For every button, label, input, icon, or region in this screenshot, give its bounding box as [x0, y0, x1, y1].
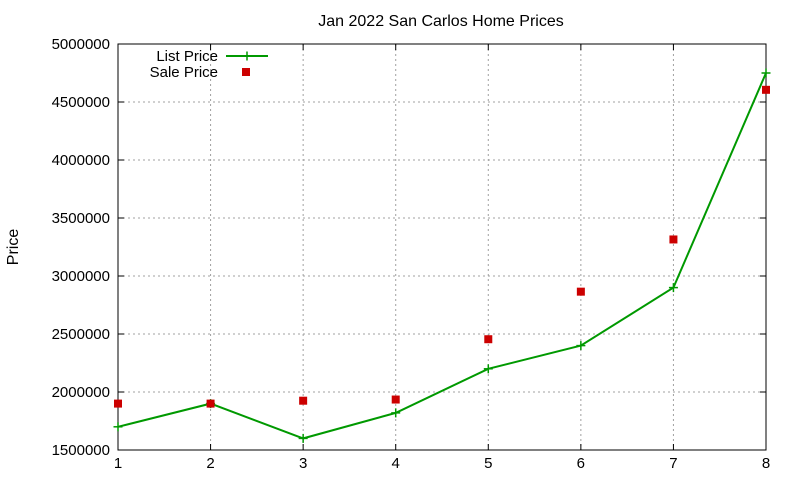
- sale-price-point: [114, 399, 122, 408]
- list-price-point: [761, 68, 771, 78]
- legend-label: Sale Price: [150, 64, 218, 81]
- legend-plus-marker: [242, 51, 252, 61]
- list-price-point: [391, 408, 401, 418]
- y-tick-label: 1500000: [52, 442, 110, 459]
- list-price-point: [576, 341, 586, 351]
- x-tick-label: 5: [484, 455, 492, 472]
- sale-price-point: [484, 335, 493, 344]
- x-tick-label: 4: [392, 455, 400, 472]
- y-tick-label: 3000000: [52, 268, 110, 285]
- list-price-point: [113, 422, 123, 432]
- y-axis-label: Price: [5, 229, 22, 266]
- x-tick-label: 1: [114, 455, 122, 472]
- y-tick-label: 5000000: [52, 36, 110, 53]
- legend-square-marker: [242, 68, 250, 76]
- x-tick-label: 7: [669, 455, 677, 472]
- sale-price-point: [576, 287, 585, 296]
- sale-price-point: [762, 85, 770, 94]
- list-price-point: [298, 433, 308, 443]
- y-tick-label: 3500000: [52, 210, 110, 227]
- sale-price-point: [391, 395, 400, 404]
- sale-price-point: [669, 235, 678, 244]
- list-price-line: [117, 72, 767, 440]
- list-price-point: [668, 283, 678, 293]
- grid: [118, 44, 766, 450]
- y-tick-label: 2000000: [52, 384, 110, 401]
- x-tick-label: 3: [299, 455, 307, 472]
- y-tick-label: 4000000: [52, 152, 110, 169]
- legend-label: List Price: [156, 48, 218, 65]
- y-tick-label: 4500000: [52, 94, 110, 111]
- x-tick-label: 6: [577, 455, 585, 472]
- x-tick-label: 2: [206, 455, 214, 472]
- axis-ticks: 1 2 3 4 5 6 7 8 1500000 2000000 2500000 3000000 3500…: [52, 36, 771, 472]
- sale-price-point: [299, 396, 308, 405]
- plot-border: [117, 43, 767, 451]
- list-price-point: [483, 364, 493, 374]
- y-tick-label: 2500000: [52, 326, 110, 343]
- x-tick-label: 8: [762, 455, 770, 472]
- sale-price-point: [206, 399, 215, 408]
- chart-title: Jan 2022 San Carlos Home Prices: [318, 13, 563, 30]
- series: [113, 68, 771, 443]
- plot-frame: [117, 43, 767, 451]
